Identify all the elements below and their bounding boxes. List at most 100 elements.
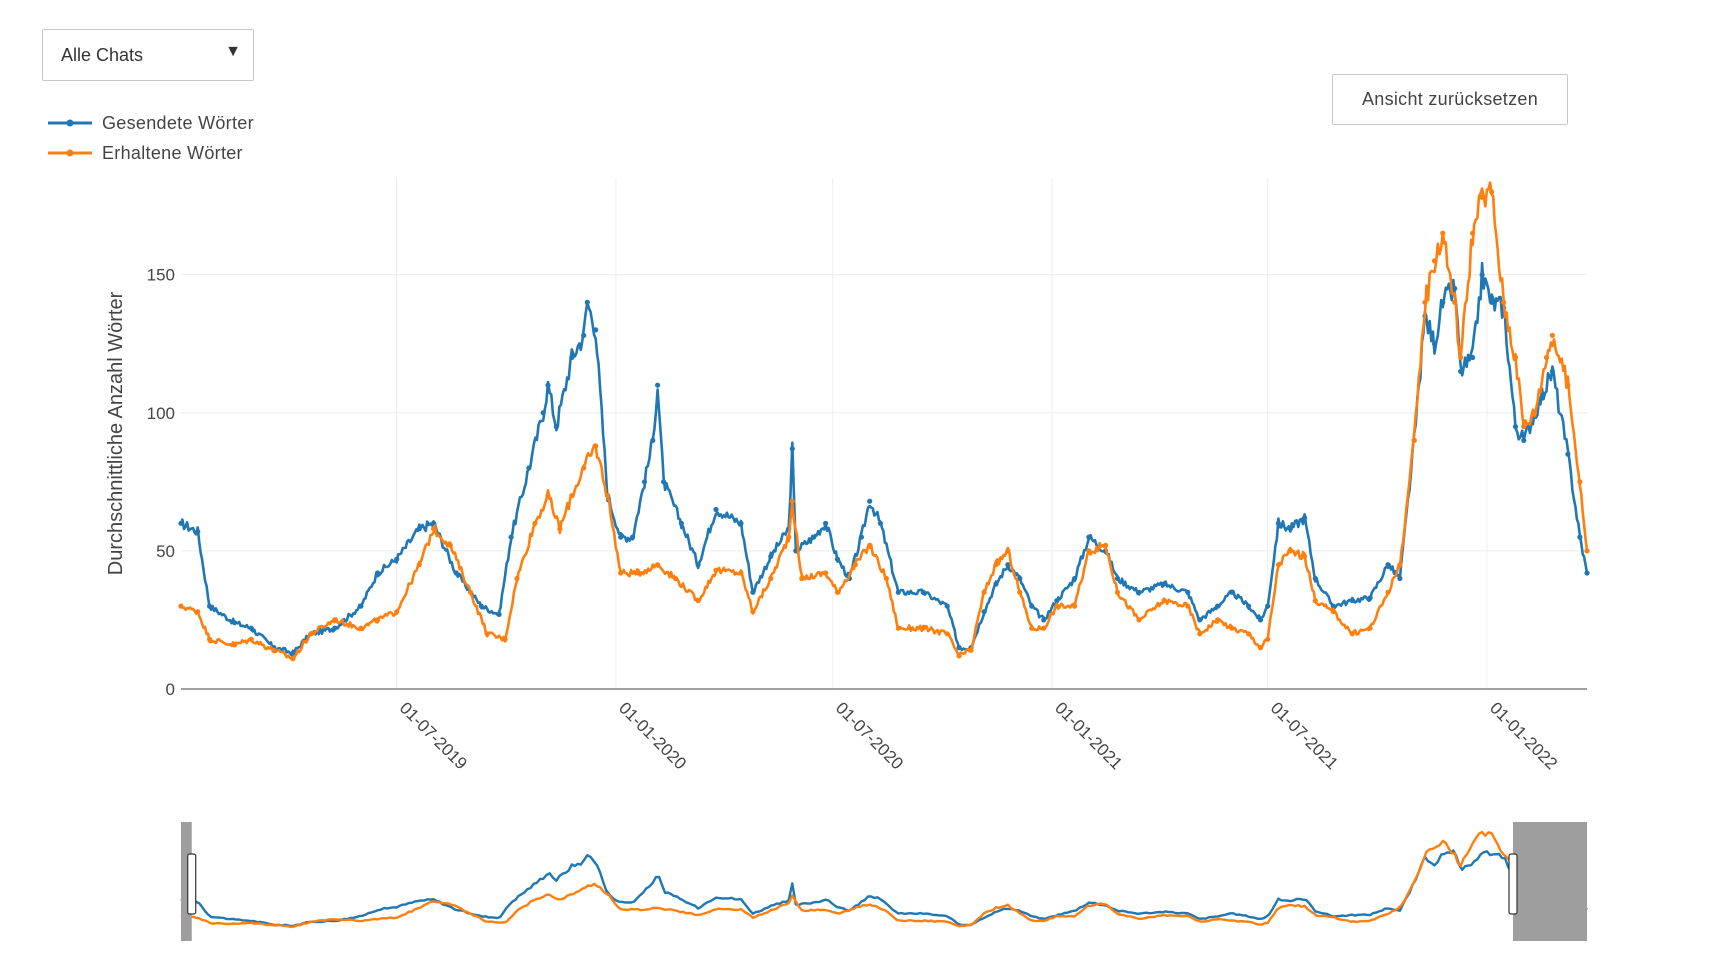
- data-point-sent: [508, 534, 514, 540]
- data-point-received: [789, 498, 795, 504]
- data-point-sent: [655, 382, 661, 388]
- data-point-received: [786, 534, 792, 540]
- y-tick-label: 100: [147, 404, 175, 423]
- data-point-sent: [207, 603, 213, 609]
- chart-legend: Gesendete Wörter Erhaltene Wörter: [46, 108, 254, 168]
- data-point-sent: [661, 479, 667, 485]
- series-sent: [178, 261, 1590, 657]
- data-point-sent: [553, 424, 559, 430]
- data-point-received: [1458, 354, 1464, 361]
- series-line-sent: [180, 261, 1589, 657]
- data-point-sent: [178, 520, 184, 526]
- chat-select-dropdown[interactable]: Alle Chats ▼: [42, 29, 254, 81]
- data-point-sent: [1549, 368, 1555, 374]
- data-point-received: [308, 631, 314, 637]
- data-point-received: [1422, 299, 1428, 305]
- data-point-sent: [895, 589, 901, 595]
- data-point-received: [207, 636, 213, 642]
- data-point-received: [1440, 230, 1446, 236]
- data-point-sent: [823, 520, 829, 526]
- data-point-received: [394, 609, 400, 615]
- data-point-sent: [1029, 603, 1035, 609]
- reset-view-button[interactable]: Ansicht zurücksetzen: [1332, 74, 1568, 125]
- data-point-received: [332, 617, 338, 623]
- data-point-received: [1521, 424, 1527, 430]
- data-point-sent: [1114, 575, 1121, 582]
- data-point-sent: [867, 498, 873, 504]
- data-point-received: [655, 562, 661, 568]
- data-point-sent: [956, 645, 962, 651]
- chat-select-value: Alle Chats: [61, 45, 144, 65]
- data-point-received: [484, 631, 490, 637]
- legend-item-sent[interactable]: Gesendete Wörter: [46, 108, 254, 138]
- data-point-sent: [750, 589, 756, 595]
- data-point-sent: [540, 410, 546, 416]
- data-point-received: [248, 636, 254, 642]
- data-point-received: [750, 609, 756, 615]
- data-point-sent: [478, 603, 484, 609]
- data-point-received: [1349, 631, 1355, 637]
- x-tick-label: 01-01-2022: [1486, 698, 1561, 773]
- data-point-sent: [1349, 598, 1355, 604]
- rangeslider-handle-right[interactable]: [1508, 853, 1518, 915]
- x-tick-label: 01-07-2019: [396, 698, 471, 773]
- data-point-sent: [1367, 595, 1373, 601]
- data-point-sent: [1246, 603, 1252, 609]
- data-point-sent: [1565, 451, 1571, 457]
- data-point-received: [968, 647, 974, 653]
- legend-item-received[interactable]: Erhaltene Wörter: [46, 138, 254, 168]
- axes: 0 50 100 150 01-07-2019 01-01-2020 01-07-2020 0…: [105, 266, 1587, 773]
- data-point-sent: [1440, 299, 1446, 305]
- data-point-received: [635, 570, 642, 576]
- data-point-received: [514, 575, 520, 582]
- data-point-received: [1287, 548, 1293, 554]
- data-point-received: [467, 589, 474, 595]
- data-point-received: [768, 575, 774, 582]
- rangeslider-line-received: [180, 830, 1587, 929]
- data-point-received: [1549, 332, 1555, 338]
- data-point-sent: [1017, 575, 1023, 582]
- data-point-sent: [1041, 617, 1047, 623]
- data-point-received: [944, 631, 950, 637]
- data-point-received: [867, 542, 873, 549]
- data-point-sent: [834, 556, 841, 562]
- data-point-received: [618, 570, 624, 576]
- data-point-received: [1265, 636, 1271, 642]
- data-point-received: [1136, 617, 1142, 623]
- data-point-sent: [1197, 617, 1203, 623]
- data-point-received: [290, 656, 296, 662]
- data-point-received: [1229, 625, 1235, 631]
- data-point-sent: [1512, 424, 1519, 430]
- x-tick-label: 01-07-2020: [832, 698, 907, 773]
- data-point-received: [195, 609, 201, 615]
- rangeslider-handle-left[interactable]: [187, 853, 197, 915]
- y-tick-label: 150: [147, 266, 175, 285]
- data-point-received: [1197, 631, 1203, 637]
- rangeslider-mask-right: [1513, 822, 1587, 941]
- data-point-received: [232, 642, 238, 648]
- rangeslider-line-sent: [180, 849, 1588, 928]
- data-point-sent: [1470, 354, 1476, 361]
- data-point-received: [993, 562, 999, 568]
- data-point-received: [1215, 617, 1221, 623]
- data-point-received: [1565, 382, 1571, 388]
- data-point-sent: [1136, 589, 1142, 595]
- data-point-received: [447, 542, 453, 549]
- data-point-sent: [545, 382, 551, 388]
- data-point-received: [823, 570, 829, 576]
- data-point-received: [1330, 609, 1336, 615]
- data-point-received: [1114, 589, 1121, 595]
- data-point-sent: [877, 520, 884, 526]
- rangeslider-controls: [181, 822, 1587, 941]
- data-point-received: [1431, 258, 1438, 264]
- data-point-sent: [713, 506, 719, 513]
- data-point-received: [1584, 548, 1590, 554]
- data-point-sent: [1005, 562, 1011, 568]
- data-point-sent: [1302, 515, 1308, 521]
- data-point-received: [1185, 603, 1191, 609]
- data-point-sent: [1185, 589, 1191, 595]
- data-point-sent: [1257, 617, 1264, 623]
- x-tick-label: 01-07-2021: [1267, 698, 1342, 773]
- data-point-received: [375, 617, 381, 623]
